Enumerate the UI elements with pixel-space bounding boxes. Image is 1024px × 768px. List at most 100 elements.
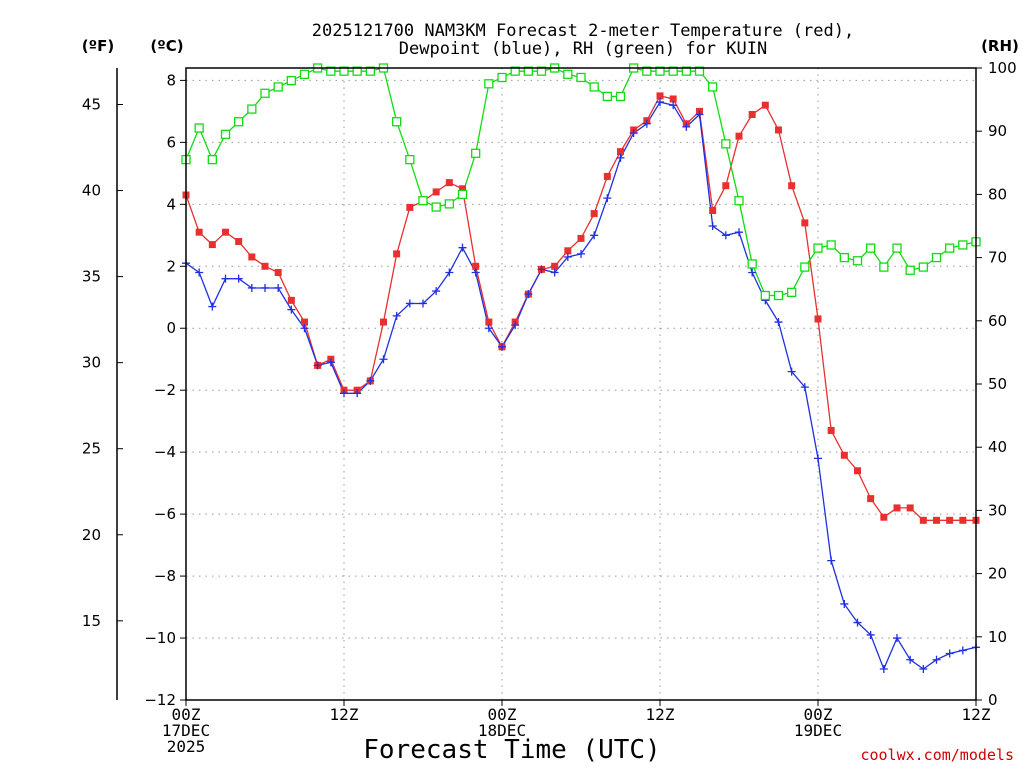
rh-point — [773, 290, 784, 301]
rh-point — [931, 252, 942, 263]
temperature-point — [406, 203, 414, 211]
dewpoint-point — [261, 283, 269, 292]
rh-point — [615, 91, 626, 102]
rh-point — [655, 66, 665, 76]
temperature-point — [893, 504, 901, 512]
dewpoint-point — [511, 321, 520, 330]
temperature-point — [590, 210, 598, 218]
temperature-point — [840, 451, 848, 459]
x-tick-label: 2025 — [167, 737, 206, 756]
credit-text: coolwx.com/models — [860, 746, 1014, 764]
rh-tick-label: 80 — [988, 185, 1007, 203]
dewpoint-point — [392, 311, 401, 320]
dewpoint-point — [366, 376, 375, 385]
x-tick-label: 12Z — [962, 705, 991, 724]
dewpoint-point — [563, 252, 572, 261]
rh-point — [497, 72, 507, 83]
x-axis-title: Forecast Time (UTC) — [363, 735, 660, 765]
temperature-point — [933, 516, 940, 524]
temperature-point — [472, 262, 480, 270]
rh-point — [892, 243, 902, 253]
rh-tick-label: 10 — [988, 628, 1007, 646]
dewpoint-point — [906, 655, 915, 664]
dewpoint-point — [208, 302, 217, 311]
fahrenheit-axis: 45 40 35 30 25 20 15 — [82, 95, 123, 630]
rh-point — [826, 240, 836, 250]
rh-point — [352, 66, 362, 76]
rh-point — [642, 66, 652, 76]
dewpoint-point — [445, 268, 454, 277]
dewpoint-point — [774, 318, 783, 327]
fahrenheit-tick-label: 15 — [82, 612, 101, 630]
temperature-line — [185, 95, 976, 521]
dewpoint-point — [893, 634, 901, 643]
dewpoint-point — [748, 268, 757, 277]
celsius-tick-label: 0 — [166, 319, 176, 337]
x-tick-label: 00Z — [172, 705, 201, 724]
series-lines — [185, 67, 977, 671]
rh-point — [668, 66, 678, 76]
dewpoint-point — [642, 119, 651, 128]
x-tick-label: 00Z — [804, 705, 833, 724]
dewpoint-point — [800, 383, 809, 392]
temperature-point — [827, 426, 835, 434]
rh-point — [563, 69, 573, 79]
rh-point — [234, 117, 244, 127]
rh-point — [365, 66, 375, 76]
temperature-point — [195, 228, 203, 236]
temperature-point — [775, 126, 782, 134]
dewpoint-point — [471, 268, 480, 277]
rh-point — [945, 243, 955, 253]
dewpoint-point — [879, 665, 888, 674]
fahrenheit-tick-label: 20 — [82, 526, 101, 544]
rh-point — [523, 66, 533, 76]
temperature-point — [301, 318, 308, 326]
dewpoint-point — [326, 358, 335, 367]
x-tick-label: 12Z — [330, 705, 359, 724]
rh-point — [286, 75, 296, 86]
dewpoint-point — [221, 274, 230, 283]
rh-point — [734, 196, 744, 206]
celsius-tick-label: −12 — [144, 691, 176, 709]
rh-tick-label: 100 — [988, 59, 1017, 77]
celsius-tick-label: −10 — [144, 629, 176, 647]
rh-tick-label: 70 — [988, 249, 1007, 267]
x-tick-label: 19DEC — [794, 721, 842, 740]
rh-tick-label: 20 — [988, 565, 1007, 583]
fahrenheit-unit-label: (ºF) — [82, 37, 114, 55]
fahrenheit-tick-label: 45 — [82, 95, 101, 113]
x-tick-label: 17DEC — [162, 721, 210, 740]
temperature-point — [485, 318, 493, 326]
celsius-tick-label: 4 — [166, 195, 176, 213]
temperature-point — [801, 219, 809, 227]
celsius-tick-label: −2 — [154, 381, 176, 399]
dewpoint-point — [247, 283, 256, 292]
rh-point — [510, 66, 520, 76]
dewpoint-point — [919, 665, 928, 674]
celsius-tick-label: 2 — [166, 257, 176, 275]
rh-point — [326, 66, 336, 76]
dewpoint-point — [708, 222, 717, 230]
celsius-unit-label: (ºC) — [150, 37, 183, 55]
temperature-point — [722, 182, 730, 190]
dewpoint-point — [484, 324, 493, 333]
temperature-point — [445, 179, 453, 187]
dewpoint-point — [695, 110, 704, 119]
rh-point — [273, 82, 283, 92]
dewpoint-point — [550, 268, 559, 277]
rh-point — [418, 196, 428, 206]
temperature-point — [261, 262, 269, 270]
rh-point — [760, 290, 770, 301]
dewpoint-point — [603, 194, 612, 203]
dewpoint-point — [287, 305, 296, 314]
dewpoint-point — [577, 249, 585, 258]
dewpoint-point — [853, 618, 862, 627]
temperature-point — [814, 315, 822, 323]
rh-point — [918, 262, 928, 272]
dewpoint-point — [313, 361, 322, 370]
fahrenheit-tick-label: 35 — [82, 268, 101, 286]
rh-point — [852, 256, 863, 266]
